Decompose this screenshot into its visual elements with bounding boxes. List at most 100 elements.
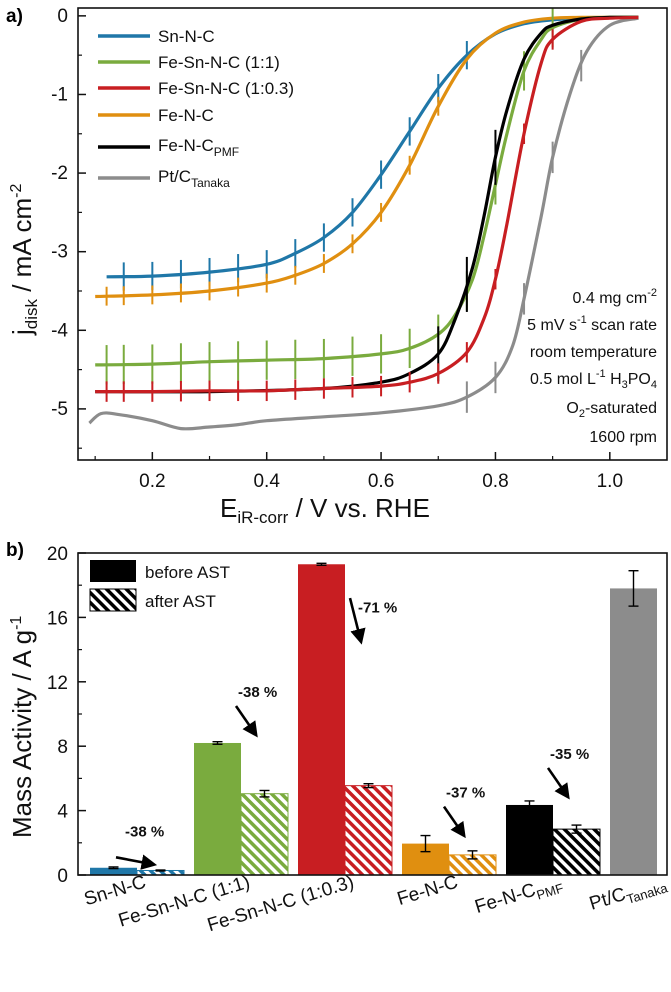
y-tick-label-b: 20 <box>47 544 68 565</box>
category-label-main: Fe-N-C <box>473 880 539 918</box>
bar-before-pt-c-tanaka <box>610 588 657 875</box>
legend-swatch-before-ast <box>90 560 136 582</box>
condition-electrolyte-sub2: 4 <box>651 379 657 391</box>
condition-temperature: room temperature <box>530 344 657 361</box>
change-label: -71 % <box>358 600 397 617</box>
legend-b: before AST after AST <box>89 560 230 612</box>
bar-after-fe-sn-n-c-1-1 <box>240 793 289 876</box>
condition-loading-text: 0.4 mg cm <box>573 290 648 307</box>
x-tick-label: 1.0 <box>597 471 623 492</box>
y-tick-label-b: 8 <box>57 737 68 758</box>
change-arrow <box>115 854 158 870</box>
category-label-fe-n-c-pmf: Fe-N-CPMF <box>473 872 566 921</box>
y-tick-label: -4 <box>51 320 68 341</box>
curve-pt-c-tanaka <box>88 16 639 431</box>
bar-group-fe-sn-n-c-1-0-3 <box>298 562 393 876</box>
x-axis-label-main: E <box>220 493 237 523</box>
condition-scan-rate-text2: scan rate <box>587 317 657 334</box>
legend-label-sn-n-c: Sn-N-C <box>158 27 215 46</box>
y-tick-label: 0 <box>57 6 68 27</box>
bar-after-fe-sn-n-c-1-0-3 <box>344 785 393 876</box>
change-label: -37 % <box>446 785 485 802</box>
legend-pt-c-sub: Tanaka <box>191 176 230 190</box>
bar-group-fe-sn-n-c-1-1 <box>194 740 289 876</box>
category-label-sub: PMF <box>535 880 566 902</box>
legend-label-fe-sn-n-c-1-03: Fe-Sn-N-C (1:0.3) <box>158 79 294 98</box>
x-tick-label: 0.8 <box>482 471 508 492</box>
condition-electrolyte-sup: -1 <box>596 368 606 380</box>
y-axis-label-rest: / mA cm <box>7 198 37 299</box>
y-tick-label-b: 0 <box>57 866 68 887</box>
legend-label-before-ast: before AST <box>145 563 230 582</box>
y-axis-label: jdisk / mA cm-2 <box>7 184 41 336</box>
condition-electrolyte-text2: H <box>606 371 622 388</box>
legend-fe-n-c-pmf-main: Fe-N-C <box>158 136 214 155</box>
plot-frame-a <box>77 7 668 461</box>
condition-gas-text2: -saturated <box>585 400 657 417</box>
x-axis-label-rest: / V vs. RHE <box>288 493 430 523</box>
legend-a: Sn-N-C Fe-Sn-N-C (1:1) Fe-Sn-N-C (1:0.3)… <box>98 27 294 190</box>
y-tick-label: -1 <box>51 84 68 105</box>
category-label-main: Pt/C <box>587 884 628 915</box>
legend-label-after-ast: after AST <box>145 592 216 611</box>
curve-fe-n-c-pmf <box>95 15 639 394</box>
series-fe-sn-n-c-1-0-3 <box>95 15 639 402</box>
y-axis-label-sup: -2 <box>8 184 25 198</box>
condition-gas-sub: 2 <box>579 408 585 420</box>
y-axis-label-b: Mass Activity / A g-1 <box>7 616 37 838</box>
condition-electrolyte-text: 0.5 mol L <box>530 371 596 388</box>
x-tick-label: 0.6 <box>368 471 394 492</box>
x-axis-label: EiR-corr / V vs. RHE <box>220 493 430 527</box>
conditions-annotation: 0.4 mg cm-2 5 mV s-1 scan rate room temp… <box>527 287 657 446</box>
watermark: 知乎 @量化计算-小琴 <box>518 958 663 976</box>
condition-electrolyte: 0.5 mol L-1 H3PO4 <box>530 368 657 391</box>
y-tick-label: -5 <box>51 399 68 420</box>
category-label-sub: Tanaka <box>625 880 670 907</box>
bar-group-fe-n-c-pmf <box>506 800 601 876</box>
panel-a-label: a) <box>6 6 23 27</box>
x-axis-label-sub: iR-corr <box>237 508 288 527</box>
panel-b: b) 0 4 8 12 16 20 Mass Activity / A g-1 befor… <box>6 540 670 936</box>
condition-rotation: 1600 rpm <box>589 429 657 446</box>
change-arrow <box>546 767 570 800</box>
legend-label-pt-c: Pt/CTanaka <box>158 167 230 190</box>
condition-scan-rate-sup: -1 <box>577 314 587 326</box>
change-label: -38 % <box>125 823 164 840</box>
condition-scan-rate-text: 5 mV s <box>527 317 577 334</box>
legend-pt-c-main: Pt/C <box>158 167 191 186</box>
bar-group-fe-n-c <box>402 834 497 876</box>
series-pt-c-tanaka <box>88 16 639 431</box>
bar-plot-area <box>90 562 657 876</box>
line-plot-area <box>88 8 639 431</box>
category-label-pt-c-tanaka: Pt/CTanaka <box>587 871 670 917</box>
legend-label-fe-sn-n-c-1-1: Fe-Sn-N-C (1:1) <box>158 53 280 72</box>
series-fe-n-c <box>95 15 639 306</box>
x-tick-label: 0.4 <box>253 471 280 492</box>
condition-gas-text: O <box>566 400 578 417</box>
change-arrow <box>234 705 258 738</box>
legend-fe-n-c-pmf-sub: PMF <box>214 145 239 159</box>
condition-loading-sup: -2 <box>647 287 657 299</box>
bar-before-sn-n-c <box>90 867 137 875</box>
x-tick-label: 0.2 <box>139 471 165 492</box>
y-tick-label-b: 12 <box>47 673 68 694</box>
bar-after-fe-n-c-pmf <box>552 828 601 876</box>
condition-loading: 0.4 mg cm-2 <box>573 287 657 307</box>
change-label: -35 % <box>550 746 589 763</box>
y-axis-label-main: j <box>7 329 37 336</box>
panel-a: a) 0.2 0.4 0.6 0.8 1.0 0 -1 -2 -3 -4 -5 EiR-corr /… <box>6 6 668 527</box>
legend-label-fe-n-c-pmf: Fe-N-CPMF <box>158 136 239 159</box>
y-tick-label-b: 16 <box>47 608 68 629</box>
bar-before-fe-sn-n-c-1-0-3 <box>298 564 345 875</box>
change-arrow <box>442 805 466 839</box>
change-label: -38 % <box>238 684 277 701</box>
legend-label-fe-n-c: Fe-N-C <box>158 106 214 125</box>
y-axis-label-sub: disk <box>22 298 41 329</box>
category-label-main: Fe-N-C <box>395 872 461 910</box>
y-axis-label-b-sup: -1 <box>8 616 25 630</box>
category-label-fe-n-c: Fe-N-C <box>395 872 461 910</box>
series-fe-n-c-pmf <box>95 15 639 394</box>
condition-electrolyte-sub: 3 <box>622 379 628 391</box>
y-axis-label-b-main: Mass Activity / A g <box>7 630 37 838</box>
